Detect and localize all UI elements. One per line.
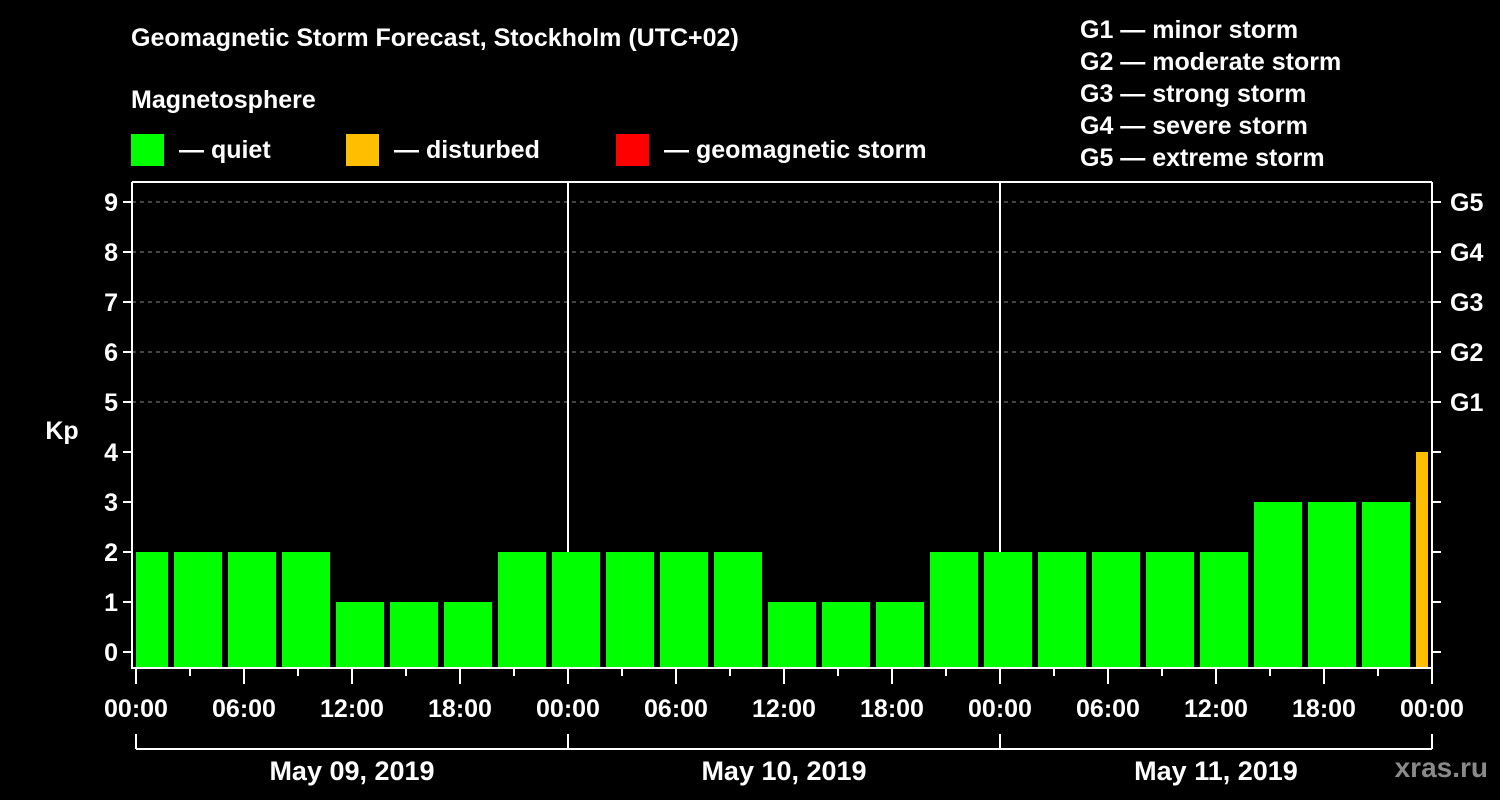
storm-scale-g4: G4 — severe storm: [1080, 112, 1308, 140]
kp-bar: [984, 552, 1032, 668]
kp-bar: [876, 602, 924, 668]
storm-scale-g5: G5 — extreme storm: [1080, 144, 1325, 172]
x-tick-label: 06:00: [212, 695, 276, 723]
legend-disturbed: — disturbed: [346, 134, 540, 166]
y-tick-label: 7: [104, 289, 118, 317]
kp-bar: [174, 552, 222, 668]
day-label: May 10, 2019: [701, 756, 866, 786]
kp-bar: [136, 552, 168, 668]
x-tick-label: 12:00: [1184, 695, 1248, 723]
x-tick-label: 12:00: [752, 695, 816, 723]
g-scale-label: G3: [1450, 289, 1483, 317]
credit-watermark: xras.ru: [1394, 752, 1488, 783]
y-tick-label: 5: [104, 389, 118, 417]
y-tick-label: 9: [104, 189, 118, 217]
legend-disturbed-label: — disturbed: [394, 135, 540, 164]
x-tick-label: 18:00: [860, 695, 924, 723]
y-tick-label: 8: [104, 239, 118, 267]
x-tick-label: 00:00: [1400, 695, 1464, 723]
kp-bar: [390, 602, 438, 668]
x-tick-label: 06:00: [644, 695, 708, 723]
kp-bar: [1038, 552, 1086, 668]
chart-title: Geomagnetic Storm Forecast, Stockholm (U…: [131, 24, 739, 52]
storm-swatch-icon: [616, 134, 649, 166]
day-label: May 09, 2019: [269, 756, 434, 786]
kp-bar: [336, 602, 384, 668]
kp-bar: [1254, 502, 1302, 668]
quiet-swatch-icon: [131, 134, 164, 166]
x-tick-label: 06:00: [1076, 695, 1140, 723]
disturbed-swatch-icon: [346, 134, 379, 166]
kp-bar: [282, 552, 330, 668]
x-tick-label: 18:00: [428, 695, 492, 723]
kp-bar: [444, 602, 492, 668]
kp-bar: [1092, 552, 1140, 668]
legend-subtitle: Magnetosphere: [131, 86, 316, 114]
kp-bar: [822, 602, 870, 668]
storm-scale-legend: G1 — minor storm G2 — moderate storm G3 …: [1080, 14, 1341, 174]
g-scale-label: G1: [1450, 389, 1483, 417]
kp-bar: [714, 552, 762, 668]
kp-bar: [606, 552, 654, 668]
day-label: May 11, 2019: [1134, 756, 1298, 786]
kp-bar: [660, 552, 708, 668]
y-tick-label: 6: [104, 339, 118, 367]
x-tick-label: 00:00: [968, 695, 1032, 723]
kp-bar: [228, 552, 276, 668]
kp-bar: [1146, 552, 1194, 668]
kp-bar: [930, 552, 978, 668]
x-tick-label: 00:00: [104, 695, 168, 723]
legend-quiet: — quiet: [131, 134, 271, 166]
storm-scale-g3: G3 — strong storm: [1080, 80, 1307, 108]
kp-bar: [1416, 452, 1428, 668]
y-tick-label: 1: [104, 589, 118, 617]
y-axis-label: Kp: [45, 417, 78, 445]
kp-bar: [1200, 552, 1248, 668]
legend-quiet-label: — quiet: [179, 135, 271, 164]
y-tick-label: 3: [104, 489, 118, 517]
y-tick-label: 2: [104, 539, 118, 567]
y-tick-label: 0: [104, 639, 118, 667]
x-tick-label: 12:00: [320, 695, 384, 723]
kp-bar: [1308, 502, 1356, 668]
kp-bar: [552, 552, 600, 668]
kp-bar: [498, 552, 546, 668]
legend-storm: — geomagnetic storm: [616, 134, 927, 166]
x-tick-label: 18:00: [1292, 695, 1356, 723]
x-tick-label: 00:00: [536, 695, 600, 723]
y-tick-label: 4: [104, 439, 118, 467]
kp-bar: [768, 602, 816, 668]
storm-scale-g2: G2 — moderate storm: [1080, 48, 1342, 76]
kp-bar: [1362, 502, 1410, 668]
g-scale-label: G5: [1450, 189, 1483, 217]
storm-scale-g1: G1 — minor storm: [1080, 16, 1299, 44]
g-scale-label: G4: [1450, 239, 1483, 267]
g-scale-label: G2: [1450, 339, 1483, 367]
legend-storm-label: — geomagnetic storm: [664, 135, 927, 164]
